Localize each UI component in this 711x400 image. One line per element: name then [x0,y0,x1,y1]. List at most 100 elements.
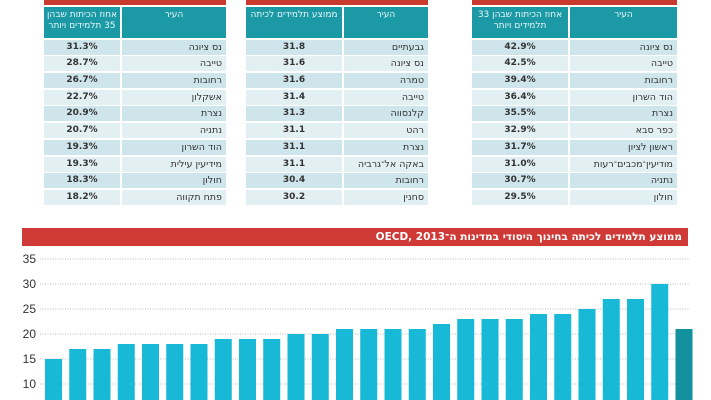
cell-city: טייבה [344,89,428,105]
cell-value: 31.4 [246,89,342,105]
cell-city: נצרת [570,106,677,122]
table-header: העיר אחוז הכיתות שבהן 33 תלמידים ויותר [472,7,677,38]
table-row: כפר סבא 32.9% [472,123,677,139]
cell-city: רחובות [122,73,226,89]
cell-city: באקה אל־גרביה [344,156,428,172]
cell-value: 20.9% [44,106,120,122]
bar [627,299,644,400]
cell-value: 35.5% [472,106,568,122]
bar [93,349,111,400]
bar [214,339,232,400]
table-row: טמרה 31.6 [246,73,428,89]
cell-value: 31.6 [246,56,342,72]
table-right: העיר אחוז הכיתות שבהן 33 תלמידים ויותר נ… [472,0,677,205]
bar [360,329,378,400]
bar [69,349,87,400]
table-row: נצרת 31.1 [246,139,428,155]
bar [117,344,135,400]
table-row: נצרת 20.9% [44,106,226,122]
bar [651,284,669,400]
cell-value: 19.3% [44,139,120,155]
bar [433,324,450,400]
y-tick-label: 10 [23,377,37,391]
table-row: הוד השרון 19.3% [44,139,226,155]
cell-city: קלנסווה [344,106,428,122]
cell-city: טמרה [344,73,428,89]
bar [336,329,353,400]
table-row: חולון 18.3% [44,173,226,189]
cell-city: הוד השרון [122,139,226,155]
table-row: סחנין 30.2 [246,189,428,205]
cell-city: נצרת [122,106,226,122]
bar [481,319,499,400]
table-title-bar [246,0,428,5]
cell-city: רהט [344,123,428,139]
cell-city: נס ציונה [122,39,226,55]
cell-city: נס ציונה [570,39,677,55]
cell-value: 30.2 [246,189,342,205]
y-tick-label: 25 [23,302,37,316]
header-city: העיר [570,7,677,38]
bar [190,344,208,400]
cell-value: 19.3% [44,156,120,172]
table-row: באקה אל־גרביה 31.1 [246,156,428,172]
table-title-bar [44,0,226,5]
bar [142,344,159,400]
cell-value: 18.2% [44,189,120,205]
bar [263,339,281,400]
cell-value: 32.9% [472,123,568,139]
cell-value: 20.7% [44,123,120,139]
cell-value: 31.8 [246,39,342,55]
table-header: העיר אחוז הכיתות שבהן 35 תלמידים ויותר [44,7,226,38]
cell-value: 31.3% [44,39,120,55]
cell-value: 28.7% [44,56,120,72]
bar [45,359,62,400]
table-row: רחובות 26.7% [44,73,226,89]
cell-value: 31.7% [472,139,568,155]
bar [602,299,620,400]
bar [311,334,329,400]
table-row: אשקלון 22.7% [44,89,226,105]
table-row: רחובות 30.4 [246,173,428,189]
header-city: העיר [122,7,226,38]
cell-value: 31.3 [246,106,342,122]
cell-value: 31.0% [472,156,568,172]
header-value: אחוז הכיתות שבהן 33 תלמידים ויותר [472,7,568,38]
table-row: הוד השרון 36.4% [472,89,677,105]
table-row: נס ציונה 31.6 [246,56,428,72]
y-tick-label: 20 [23,327,37,341]
header-value: ממוצע תלמידים לכיתה [246,7,342,38]
table-middle: העיר ממוצע תלמידים לכיתה גבעתיים 31.8 נס צ… [246,0,428,205]
table-left: העיר אחוז הכיתות שבהן 35 תלמידים ויותר נ… [44,0,226,205]
table-row: גבעתיים 31.8 [246,39,428,55]
table-row: נס ציונה 31.3% [44,39,226,55]
y-tick-label: 35 [23,252,37,266]
bar [578,309,596,400]
y-tick-label: 15 [23,352,37,366]
cell-value: 22.7% [44,89,120,105]
cell-value: 31.1 [246,139,342,155]
cell-city: גבעתיים [344,39,428,55]
cell-city: הוד השרון [570,89,677,105]
cell-city: אשקלון [122,89,226,105]
table-row: טייבה 31.4 [246,89,428,105]
table-row: נס ציונה 42.9% [472,39,677,55]
cell-value: 26.7% [44,73,120,89]
bar [457,319,475,400]
table-title-bar [472,0,677,5]
cell-city: טייבה [570,56,677,72]
cell-city: נתניה [570,173,677,189]
table-row: חולון 29.5% [472,189,677,205]
cell-city: נצרת [344,139,428,155]
cell-value: 31.6 [246,73,342,89]
table-row: רהט 31.1 [246,123,428,139]
header-city: העיר [344,7,428,38]
cell-city: רחובות [344,173,428,189]
table-row: מודיעין־מכבים־רעות 31.0% [472,156,677,172]
bar [166,344,184,400]
table-row: פתח תקווה 18.2% [44,189,226,205]
cell-city: מידיעין עילית [122,156,226,172]
cell-city: חולון [122,173,226,189]
cell-value: 30.7% [472,173,568,189]
cell-city: כפר סבא [570,123,677,139]
